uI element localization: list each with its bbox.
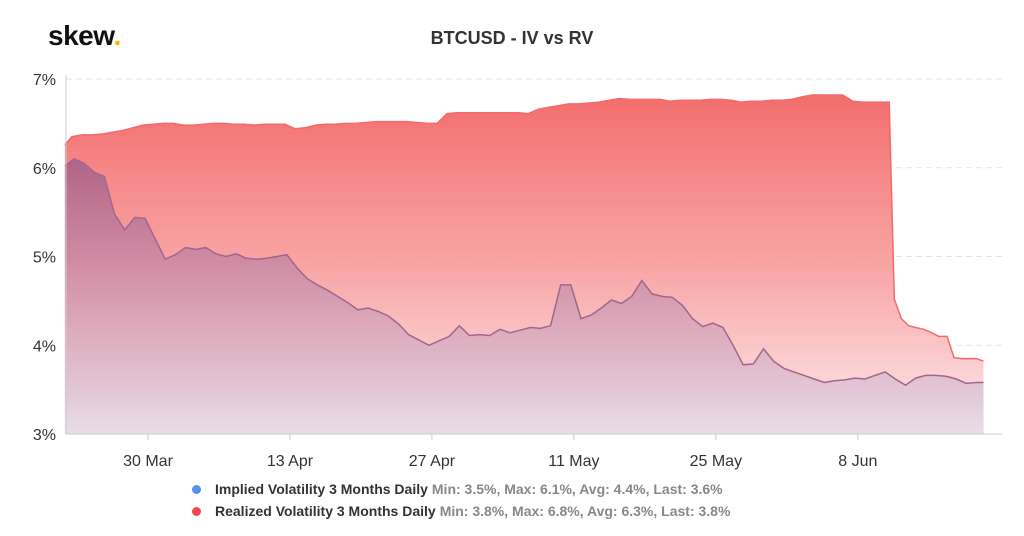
x-tick-label: 25 May [690, 453, 742, 470]
y-tick-label: 7% [33, 72, 56, 89]
legend-marker-implied [192, 484, 201, 494]
x-tick-label: 13 Apr [267, 453, 314, 470]
volatility-chart: 3% 4% 5% 6% 7% 30 Mar 13 Apr 27 Apr 11 May 25 May… [33, 72, 1002, 470]
logo-text: skew [48, 20, 114, 51]
x-tick-label: 11 May [548, 453, 599, 470]
axes: 3% 4% 5% 6% 7% 30 Mar 13 Apr 27 Apr 11 May 25 May… [33, 72, 1002, 470]
implied-area [64, 158, 984, 434]
implied-line[interactable] [64, 158, 984, 387]
realized-line[interactable] [64, 94, 984, 362]
legend-stats-realized: Min: 3.8%, Max: 6.8%, Avg: 6.3%, Last: 3… [439, 503, 731, 519]
legend-label-implied: Implied Volatility 3 Months Daily [215, 481, 428, 497]
y-tick-label: 6% [33, 161, 56, 178]
x-tick-label: 8 Jun [838, 453, 877, 470]
x-tick-label: 27 Apr [409, 453, 456, 470]
legend-marker-realized [192, 506, 201, 516]
logo-dot: . [113, 20, 121, 51]
y-tick-label: 5% [33, 250, 56, 267]
chart-title: BTCUSD - IV vs RV [430, 28, 594, 48]
y-tick-label: 4% [33, 338, 56, 355]
x-tick-label: 30 Mar [123, 453, 173, 470]
legend-item-implied[interactable]: Implied Volatility 3 Months Daily Min: 3… [0, 478, 1024, 500]
legend-item-realized[interactable]: Realized Volatility 3 Months Daily Min: … [0, 500, 1024, 522]
skew-logo: skew. [48, 20, 121, 52]
y-tick-label: 3% [33, 427, 56, 444]
legend-label-realized: Realized Volatility 3 Months Daily [215, 503, 436, 519]
legend: Implied Volatility 3 Months Daily Min: 3… [0, 478, 1024, 522]
legend-stats-implied: Min: 3.5%, Max: 6.1%, Avg: 4.4%, Last: 3… [431, 481, 723, 497]
series-layer [64, 94, 984, 434]
